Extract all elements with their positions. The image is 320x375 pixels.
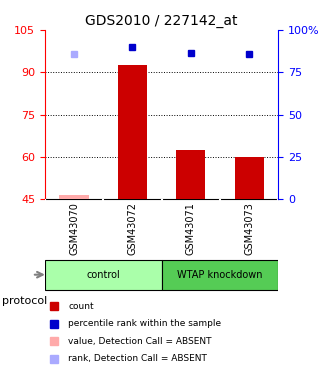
Text: count: count	[68, 302, 94, 310]
Bar	[176, 150, 205, 199]
Text: GSM43073: GSM43073	[244, 202, 254, 255]
Bar	[235, 157, 264, 199]
Text: protocol: protocol	[2, 296, 47, 306]
Bar	[60, 195, 89, 199]
Title: GDS2010 / 227142_at: GDS2010 / 227142_at	[85, 13, 238, 28]
Bar	[162, 260, 278, 290]
Text: control: control	[86, 270, 120, 280]
Bar	[118, 65, 147, 199]
Text: GSM43071: GSM43071	[186, 202, 196, 255]
Text: GSM43072: GSM43072	[127, 202, 137, 255]
Text: value, Detection Call = ABSENT: value, Detection Call = ABSENT	[68, 337, 212, 346]
Text: rank, Detection Call = ABSENT: rank, Detection Call = ABSENT	[68, 354, 207, 363]
Bar	[45, 260, 162, 290]
Text: percentile rank within the sample: percentile rank within the sample	[68, 319, 221, 328]
Text: GSM43070: GSM43070	[69, 202, 79, 255]
Text: WTAP knockdown: WTAP knockdown	[177, 270, 263, 280]
